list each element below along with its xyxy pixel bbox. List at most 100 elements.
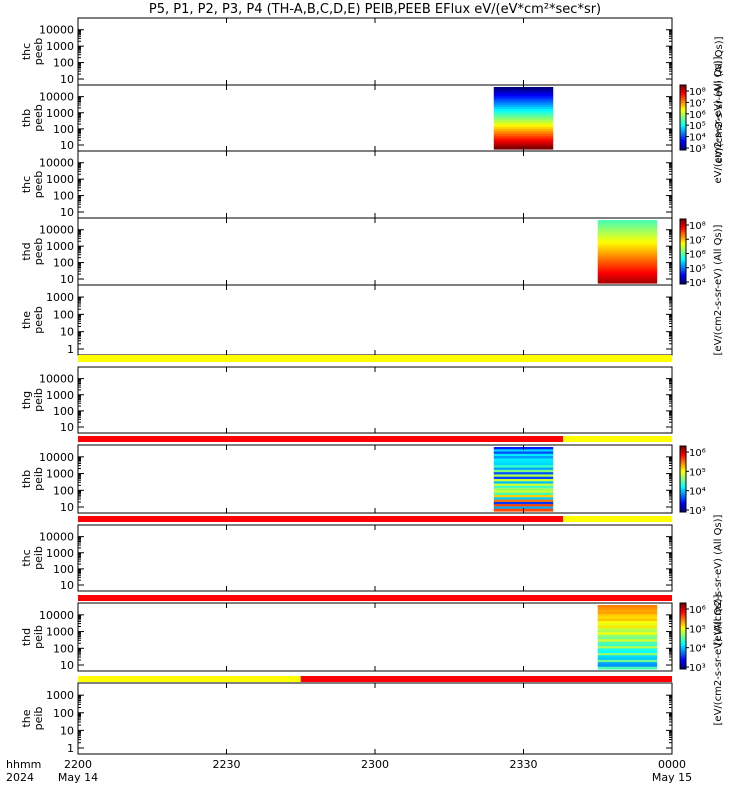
panel-label-probe: thc [20,549,33,566]
colorbar-cell [680,119,686,122]
spectrogram-cell [493,481,554,485]
colorbar-cell [680,662,686,665]
spectrogram-cell [493,501,554,505]
spectrogram-cell [493,93,554,97]
y-tick-label: 1000 [46,173,74,186]
x-axis-label: 2024 [6,771,34,784]
colorbar-tick-label: 10⁴ [689,644,706,655]
colorbar-cell [680,130,686,133]
spectrogram-cell [597,653,658,656]
panel-label-probe: the [20,311,33,329]
colorbar-cell [680,112,686,115]
panel-frame [77,150,673,219]
colorbar-cell [680,470,686,473]
spectrogram-cell [597,648,658,652]
spectrogram-cell [493,100,554,104]
colorbar-cell [680,480,686,483]
y-tick-label: 10000 [39,24,74,37]
colorbar-frame [679,84,687,151]
spectrogram-cell [493,113,554,117]
colorbar-tick-label: 10⁵ [689,264,706,275]
colorbar-cell [680,230,686,233]
colorbar-cell [680,477,686,480]
spectrogram-cell [493,118,554,121]
colorbar-cell [680,645,686,649]
y-tick-label: 100 [53,308,74,321]
colorbar-cell [680,631,686,634]
colorbar-cell [680,115,686,118]
colorbar-cell [680,634,686,637]
spectrogram-cell [597,262,658,266]
colorbar-cell [680,262,686,265]
spectrogram-cell [597,242,658,246]
colorbar-cell [680,464,686,467]
spectrogram-cell [493,104,554,108]
y-tick-label: 10 [60,579,74,592]
panel-label-probe: thb [20,109,33,127]
spectrogram-cell [597,643,658,647]
y-tick-label: 100 [53,257,74,270]
x-axis-label: hhmm [6,758,41,771]
panel-label-product: peib [32,467,45,491]
colorbar-label: [eV/(cm2-s-sr-eV) (All Qs)] [713,224,724,355]
colorbar-cell [680,269,686,272]
colorbar-cell [680,258,686,261]
panel-frame [77,217,673,286]
spectrogram-cell [597,657,658,661]
colorbar-cell [680,232,686,235]
y-tick-label: 1 [67,343,74,356]
colorbar-cell [680,280,686,283]
colorbar-cell [680,98,686,101]
colorbar-tick-label: 10⁷ [689,98,706,109]
colorbar-cell [680,274,686,277]
spectrogram-cell [493,133,554,137]
colorbar-cell [680,101,686,104]
colorbar-cell [680,647,686,650]
colorbar-cell [680,148,686,151]
spectrogram-cell [597,641,658,645]
spectrogram-cell [597,646,658,650]
colorbar-cell [680,611,686,614]
colorbar-cell [680,223,686,226]
spectrogram-cell [597,650,658,654]
panel-label-product: peib [32,625,45,649]
colorbar-cell [680,111,686,114]
colorbar-cell [680,492,686,495]
colorbar-cell [680,91,686,94]
colorbar-label: eV/(cm2-s-sr-eV) (All Qs)] [713,56,724,183]
spectrogram-cell [597,222,658,226]
y-tick-label: 10 [60,73,74,86]
spectrogram-cell [493,109,554,112]
spectrogram-cell [493,463,554,466]
colorbar-tick-label: 10⁴ [689,133,706,144]
spectrogram-cell [597,623,658,627]
spectrogram-cell [597,269,658,273]
colorbar-cell [680,104,686,107]
y-tick-label: 10000 [39,91,74,104]
panel-label-probe: thc [20,176,33,193]
chart-title: P5, P1, P2, P3, P4 (TH-A,B,C,D,E) PEIB,P… [148,2,602,17]
colorbar-cell [680,106,686,109]
colorbar-cell [680,109,686,112]
panel-frame [77,602,673,672]
status-bar-segment [563,436,672,442]
spectrogram-cell [597,238,658,241]
y-tick-label: 10000 [39,609,74,622]
colorbar-cell [680,222,686,225]
colorbar-cell [680,254,686,257]
colorbar-tick-label: 10⁶ [689,448,706,459]
spectrogram-cell [493,499,554,503]
x-tick-label: 0000 [658,758,686,771]
colorbar-cell [680,462,686,465]
spectrogram-cell [597,659,658,663]
spectrogram-cell [597,655,658,659]
colorbar-cell [680,636,686,639]
colorbar-tick-label: 10⁶ [689,110,706,121]
colorbar-tick-label: 10³ [689,506,706,517]
spectrogram-cell [597,229,658,232]
colorbar-cell [680,479,686,482]
spectrogram-cell [493,120,554,124]
spectrogram-cell [597,637,658,640]
colorbar-cell [680,649,686,652]
